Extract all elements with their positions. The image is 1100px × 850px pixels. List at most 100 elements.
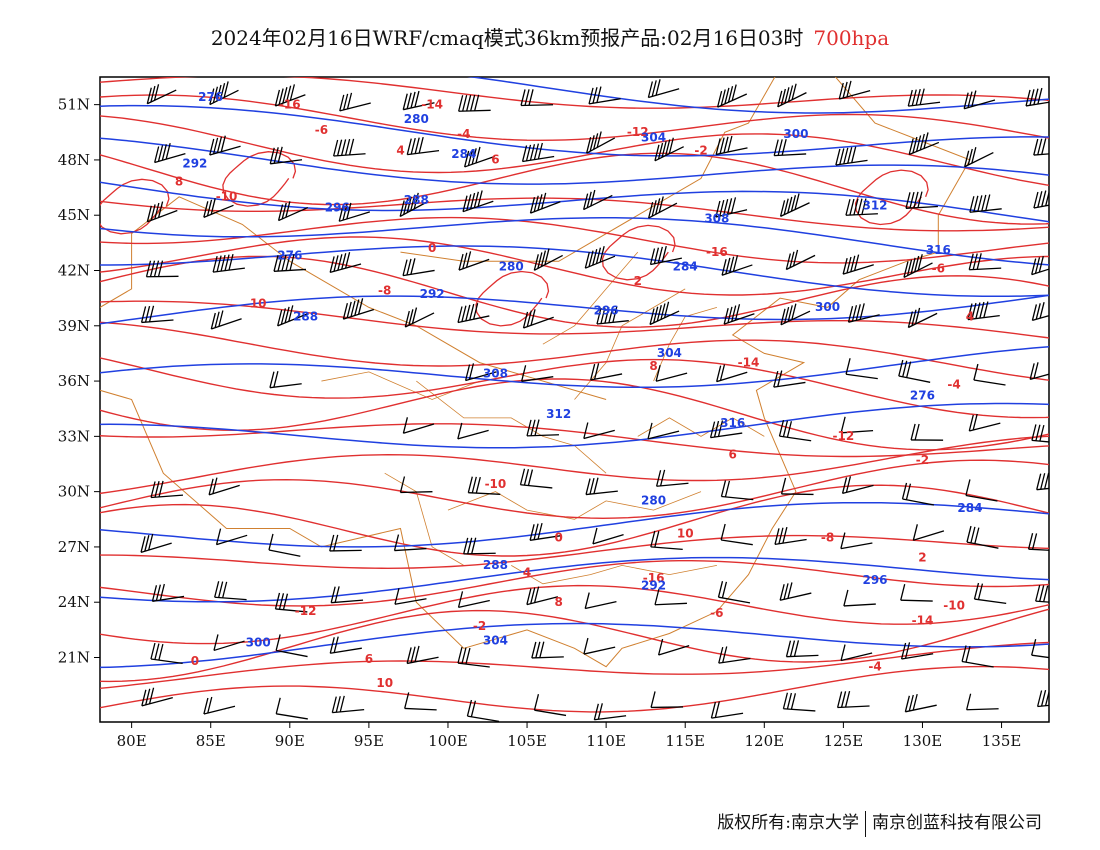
temperature-label: 8 xyxy=(175,175,183,189)
geopotential-label: 284 xyxy=(451,147,476,161)
wind-barb-feather xyxy=(780,88,786,106)
wind-barb-feather xyxy=(145,260,152,277)
province-boundary xyxy=(637,417,765,437)
wind-barb-feather xyxy=(915,88,921,106)
wind-barb xyxy=(912,524,945,541)
wind-barb-feather xyxy=(965,646,971,663)
wind-barb-feather xyxy=(919,88,925,105)
wind-barb-feather xyxy=(850,255,856,272)
wind-barb-shaft xyxy=(523,316,554,329)
wind-barb xyxy=(273,254,307,272)
wind-barb xyxy=(584,246,616,269)
wind-barb xyxy=(1031,256,1049,276)
wind-barb xyxy=(404,307,435,328)
wind-barb-feather xyxy=(214,311,220,328)
wind-barb-feather xyxy=(655,79,661,96)
wind-barb xyxy=(585,131,616,154)
wind-barb xyxy=(406,136,440,156)
wind-barb-shaft xyxy=(590,373,623,381)
wind-barb xyxy=(1031,302,1049,322)
wind-barb-shaft xyxy=(961,660,994,668)
wind-barb-feather xyxy=(839,148,845,165)
temperature-label: 10 xyxy=(376,676,393,690)
wind-barb-feather xyxy=(216,255,222,272)
wind-barb-feather xyxy=(342,203,348,221)
temperature-label: 0 xyxy=(191,654,199,668)
wind-barb-feather xyxy=(410,646,416,663)
wind-barb-feather xyxy=(973,582,980,600)
wind-barb-shaft xyxy=(779,435,812,442)
wind-barb-feather xyxy=(655,198,661,215)
wind-barb-feather xyxy=(1033,191,1039,209)
wind-barb xyxy=(904,693,937,713)
wind-barb-shaft xyxy=(208,484,240,496)
geopotential-contour xyxy=(100,137,1049,185)
wind-barb-feather xyxy=(723,308,729,325)
wind-barb-feather xyxy=(1033,138,1039,156)
wind-barb-feather xyxy=(333,255,339,272)
wind-barb-feather xyxy=(1037,138,1043,155)
wind-barb-shaft xyxy=(151,494,184,499)
wind-barb xyxy=(1035,584,1049,603)
wind-barb-shaft xyxy=(404,707,437,711)
wind-barb-feather xyxy=(983,301,989,318)
wind-barb-feather xyxy=(963,92,969,109)
geopotential-contour xyxy=(100,181,1049,223)
wind-barb-feather xyxy=(847,306,854,323)
wind-barb xyxy=(277,201,309,222)
wind-barb xyxy=(779,193,810,217)
wind-barb-feather xyxy=(274,592,281,610)
wind-barb-feather xyxy=(777,90,783,108)
geopotential-label: 300 xyxy=(815,300,840,314)
wind-barb-feather xyxy=(470,700,477,717)
wind-barb-feather xyxy=(209,138,215,156)
wind-barb-feather xyxy=(719,137,725,154)
wind-barb-feather xyxy=(529,524,535,541)
province-boundary xyxy=(384,472,465,566)
wind-barb-shaft xyxy=(723,313,755,325)
geopotential-label: 288 xyxy=(483,558,508,572)
wind-barb-feather xyxy=(537,194,543,211)
wind-barb-feather xyxy=(773,139,779,156)
temperature-label: -14 xyxy=(421,97,443,111)
wind-barb xyxy=(910,423,944,441)
wind-barb-feather xyxy=(668,137,674,154)
wind-barb-shaft xyxy=(716,147,748,156)
wind-barb-feather xyxy=(150,481,156,498)
wind-barb-feather xyxy=(525,144,532,162)
wind-barb-feather xyxy=(849,198,855,216)
wind-barb-feather xyxy=(845,358,851,375)
wind-barb-feather xyxy=(857,198,863,215)
wind-barb-feather xyxy=(1035,584,1041,602)
wind-barb-feather xyxy=(910,423,916,441)
wind-barb-shaft xyxy=(913,530,945,541)
temperature-label: 4 xyxy=(966,309,974,323)
wind-barb xyxy=(402,258,435,277)
wind-barb-feather xyxy=(714,701,720,718)
wind-barb-feather xyxy=(541,192,547,210)
wind-barb-feather xyxy=(657,638,664,656)
wind-barb xyxy=(213,634,245,652)
wind-barb-feather xyxy=(406,196,412,213)
wind-barb-feather xyxy=(151,585,158,602)
wind-barb-shaft xyxy=(394,598,427,605)
wind-barb xyxy=(399,476,433,494)
wind-barb-feather xyxy=(1031,424,1037,441)
wind-barb-feather xyxy=(851,305,858,322)
lon-tick-label: 110E xyxy=(586,732,626,750)
wind-barb-feather xyxy=(843,147,849,165)
wind-barb-shaft xyxy=(521,104,554,107)
wind-barb xyxy=(845,358,878,380)
wind-barb-shaft xyxy=(1030,373,1049,380)
wind-barb-feather xyxy=(917,254,923,271)
wind-barb-feather xyxy=(593,703,599,720)
wind-barb-feather xyxy=(590,189,596,207)
wind-barb-feather xyxy=(289,254,295,271)
wind-barb-feather xyxy=(780,308,786,325)
lat-tick-label: 45N xyxy=(58,206,90,224)
wind-barb-feather xyxy=(970,526,976,544)
wind-barb-feather xyxy=(1037,87,1043,105)
wind-barb-feather xyxy=(724,87,730,105)
wind-barb-shaft xyxy=(1032,314,1049,322)
geopotential-contour xyxy=(100,245,1049,298)
